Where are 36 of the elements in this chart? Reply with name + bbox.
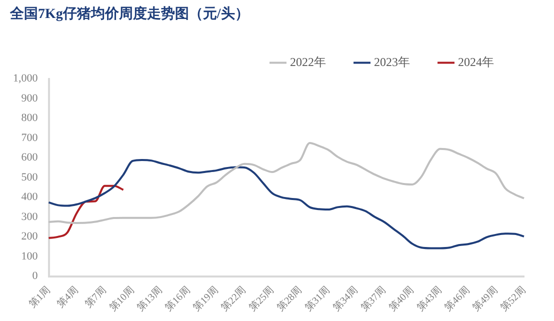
x-tick-label: 第7周 (82, 284, 109, 310)
x-tick-label: 第10周 (106, 284, 137, 314)
y-tick-label: 600 (21, 152, 38, 164)
line-series (48, 184, 124, 239)
x-tick-label: 第16周 (162, 284, 193, 314)
y-tick-label: 400 (21, 191, 38, 204)
y-tick-label: 300 (21, 210, 38, 223)
x-tick-label: 第40周 (386, 284, 416, 314)
legend-label: 2022年 (290, 54, 326, 69)
x-tick-label: 第52周 (498, 284, 528, 314)
x-tick-label: 第4周 (54, 284, 81, 310)
x-tick-label: 第19周 (190, 284, 220, 314)
legend-label: 2023年 (374, 54, 410, 69)
y-tick-label: 500 (21, 171, 38, 184)
x-tick-label: 第34周 (330, 284, 360, 314)
x-tick-label: 第1周 (26, 284, 53, 310)
x-tick-label: 第37周 (358, 284, 388, 314)
x-tick-label: 第13周 (134, 284, 165, 314)
y-tick-label: 200 (21, 230, 38, 243)
y-tick-label: 0 (32, 270, 38, 282)
x-tick-label: 第25周 (246, 284, 276, 314)
y-tick-label: 1,000 (13, 72, 38, 85)
x-tick-label: 第43周 (414, 284, 444, 314)
legend-label: 2024年 (458, 54, 494, 69)
y-tick-label: 900 (21, 92, 38, 104)
x-tick-label: 第46周 (442, 284, 472, 314)
line-series (48, 158, 525, 250)
x-tick-label: 第49周 (470, 284, 500, 314)
y-tick-label: 700 (21, 132, 38, 144)
y-tick-label: 800 (21, 112, 38, 124)
x-tick-label: 第31周 (302, 284, 332, 314)
x-tick-label: 第22周 (218, 284, 248, 314)
line-series (48, 142, 525, 224)
chart-title: 全国7Kg仔猪均价周度走势图（元/头） (9, 5, 249, 22)
x-tick-label: 第28周 (274, 284, 304, 314)
y-tick-label: 100 (21, 250, 38, 262)
